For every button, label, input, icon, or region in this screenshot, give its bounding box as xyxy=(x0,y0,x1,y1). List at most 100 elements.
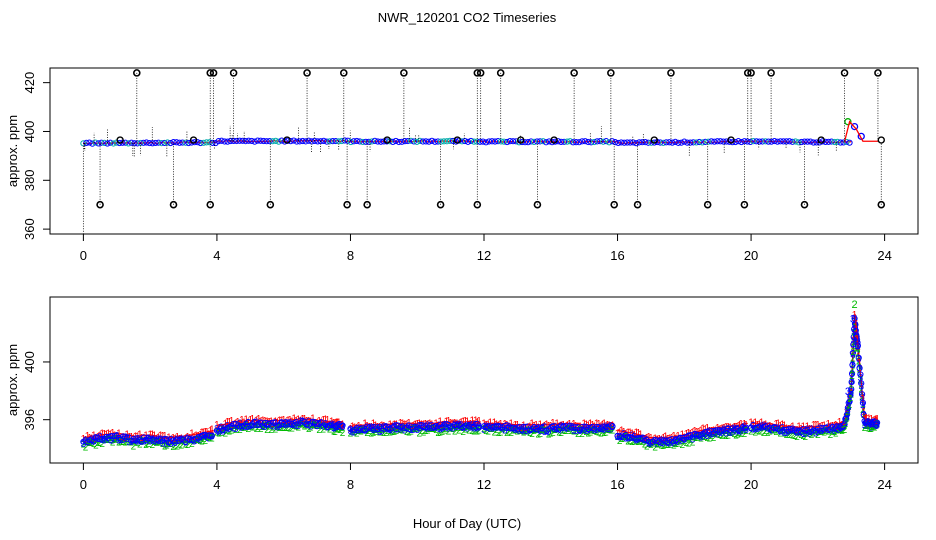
series-marker-1: 1 xyxy=(619,425,625,436)
co2-point xyxy=(660,139,667,146)
series-marker-2: 2 xyxy=(174,442,180,453)
series-marker-2: 2 xyxy=(160,439,166,450)
series-marker-2: 2 xyxy=(172,441,178,452)
series-point-3 xyxy=(86,436,93,444)
y-axis-label: approx. ppm xyxy=(5,115,20,187)
co2-point xyxy=(467,137,475,145)
low-outlier-point xyxy=(610,200,619,209)
series-point-3 xyxy=(781,426,788,434)
co2-point xyxy=(311,137,318,144)
series-marker-3: 3 xyxy=(465,424,471,435)
series-marker-3: 3 xyxy=(492,423,498,434)
series-marker-1: 1 xyxy=(855,335,861,346)
co2-point xyxy=(176,139,183,146)
co2-point xyxy=(530,138,538,146)
co2-point xyxy=(717,138,724,145)
series-marker-3: 3 xyxy=(189,435,195,446)
series-marker-1: 1 xyxy=(227,417,233,428)
series-marker-1: 1 xyxy=(853,320,859,331)
series-marker-2: 2 xyxy=(809,430,815,441)
series-marker-2: 2 xyxy=(575,429,581,440)
co2-point xyxy=(561,138,568,145)
series-marker-3: 3 xyxy=(419,421,425,432)
series-marker-1: 1 xyxy=(863,413,869,424)
series-marker-2: 2 xyxy=(554,425,560,436)
series-marker-3: 3 xyxy=(289,420,295,431)
series-marker-1: 1 xyxy=(127,432,133,443)
series-marker-1: 1 xyxy=(209,425,215,436)
series-marker-3: 3 xyxy=(304,419,310,430)
co2-point xyxy=(110,140,117,147)
series-marker-3: 3 xyxy=(759,421,765,432)
series-marker-3: 3 xyxy=(338,420,344,431)
co2-point xyxy=(239,137,246,144)
series-marker-3: 3 xyxy=(765,422,771,433)
series-marker-3: 3 xyxy=(732,423,738,434)
series-marker-2: 2 xyxy=(258,424,264,435)
series-marker-1: 1 xyxy=(763,419,769,430)
series-marker-3: 3 xyxy=(281,419,287,430)
co2-point xyxy=(98,139,105,146)
series-marker-3: 3 xyxy=(529,425,535,436)
series-point-3 xyxy=(843,415,850,422)
series-marker-1: 1 xyxy=(737,420,743,431)
co2-point xyxy=(479,138,487,145)
co2-point xyxy=(615,139,622,147)
series-marker-2: 2 xyxy=(815,430,821,441)
series-point-3 xyxy=(712,427,719,434)
series-marker-2: 2 xyxy=(139,436,145,447)
series-marker-1: 1 xyxy=(483,420,489,431)
co2-point xyxy=(323,138,330,145)
series-point-3 xyxy=(855,354,862,361)
series-marker-3: 3 xyxy=(610,422,616,433)
co2-point xyxy=(293,138,300,145)
series-marker-2: 2 xyxy=(414,424,420,435)
series-marker-1: 1 xyxy=(765,422,771,433)
series-marker-2: 2 xyxy=(565,426,571,437)
co2-point xyxy=(287,138,294,145)
series-marker-3: 3 xyxy=(842,419,848,430)
series-marker-1: 1 xyxy=(852,310,858,321)
series-marker-2: 2 xyxy=(596,427,602,438)
series-marker-1: 1 xyxy=(858,379,864,390)
series-marker-1: 1 xyxy=(850,346,856,357)
series-marker-2: 2 xyxy=(692,433,698,444)
series-marker-3: 3 xyxy=(220,426,226,437)
series-marker-3: 3 xyxy=(798,427,804,438)
series-point-3 xyxy=(119,433,127,440)
series-marker-3: 3 xyxy=(145,433,151,444)
series-marker-1: 1 xyxy=(823,423,829,434)
series-marker-3: 3 xyxy=(225,421,231,432)
series-marker-2: 2 xyxy=(700,432,706,443)
series-marker-2: 2 xyxy=(525,426,531,437)
series-marker-2: 2 xyxy=(504,428,510,439)
series-marker-2: 2 xyxy=(452,427,458,438)
series-marker-3: 3 xyxy=(500,423,506,434)
series-marker-3: 3 xyxy=(852,314,858,325)
series-marker-3: 3 xyxy=(385,423,391,434)
series-marker-2: 2 xyxy=(636,437,642,448)
series-marker-2: 2 xyxy=(398,425,404,436)
series-marker-1: 1 xyxy=(427,418,433,429)
series-marker-1: 1 xyxy=(627,428,633,439)
high-outlier-point xyxy=(133,69,141,77)
series-point-3 xyxy=(857,371,864,378)
series-marker-2: 2 xyxy=(333,423,339,434)
series-marker-3: 3 xyxy=(856,354,862,365)
co2-point xyxy=(645,139,652,146)
series-marker-3: 3 xyxy=(433,422,439,433)
low-outlier-point xyxy=(169,200,178,209)
series-marker-3: 3 xyxy=(523,426,529,437)
series-marker-3: 3 xyxy=(590,423,596,434)
series-marker-3: 3 xyxy=(659,438,665,449)
series-marker-2: 2 xyxy=(177,439,183,450)
series-marker-3: 3 xyxy=(733,427,739,438)
series-marker-2: 2 xyxy=(654,440,660,451)
co2-point xyxy=(573,139,580,146)
series-marker-2: 2 xyxy=(857,364,863,375)
co2-point xyxy=(341,137,348,144)
series-marker-1: 1 xyxy=(225,417,231,428)
series-marker-2: 2 xyxy=(293,422,299,433)
series-marker-1: 1 xyxy=(521,421,527,432)
series-marker-1: 1 xyxy=(656,434,662,445)
